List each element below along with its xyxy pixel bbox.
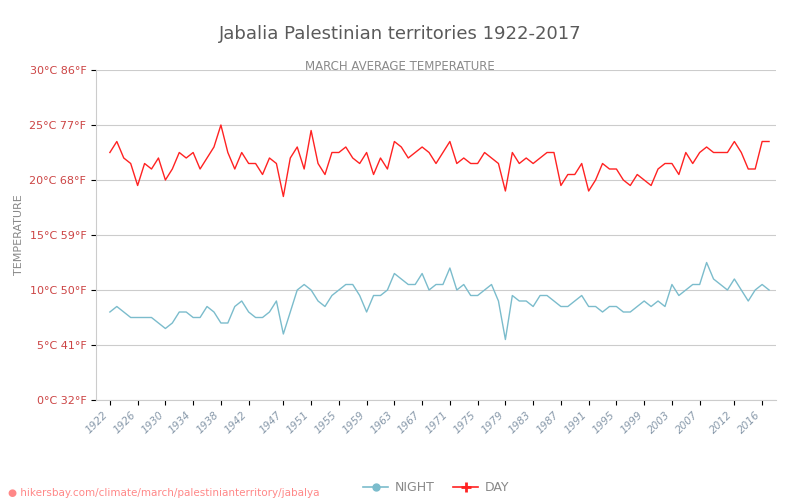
- Text: Jabalia Palestinian territories 1922-2017: Jabalia Palestinian territories 1922-201…: [218, 25, 582, 43]
- Legend: NIGHT, DAY: NIGHT, DAY: [358, 476, 514, 500]
- Text: ● hikersbay.com/climate/march/palestinianterritory/jabalya: ● hikersbay.com/climate/march/palestinia…: [8, 488, 319, 498]
- Y-axis label: TEMPERATURE: TEMPERATURE: [14, 194, 24, 276]
- Text: MARCH AVERAGE TEMPERATURE: MARCH AVERAGE TEMPERATURE: [305, 60, 495, 73]
